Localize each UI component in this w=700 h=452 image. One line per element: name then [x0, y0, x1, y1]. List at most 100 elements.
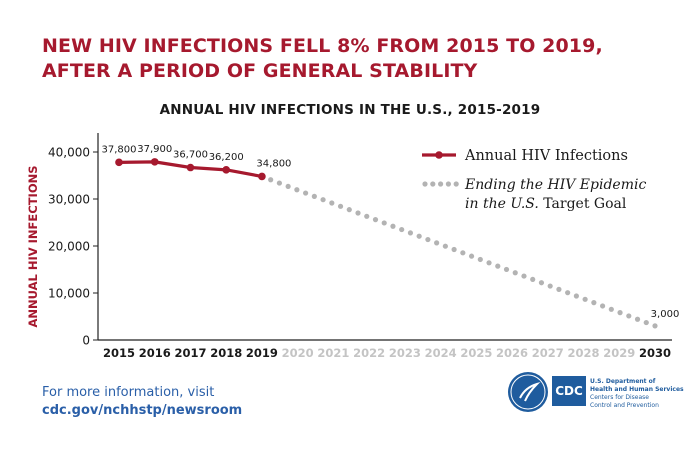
- goal-line-dot: [425, 236, 431, 243]
- headline: NEW HIV INFECTIONS FELL 8% FROM 2015 TO …: [42, 34, 682, 84]
- legend-goal-label-2a: in the U.S.: [465, 196, 539, 212]
- goal-line-dot: [495, 263, 501, 269]
- x-tick-label: 2016: [139, 346, 171, 360]
- y-tick-label: 10,000: [48, 287, 90, 301]
- data-label: 34,800: [256, 158, 291, 169]
- goal-line-dot: [303, 190, 309, 196]
- data-label: 37,900: [137, 144, 172, 155]
- goal-line-dot: [652, 323, 658, 329]
- goal-line-dot: [320, 197, 326, 203]
- x-tick-label: 2027: [532, 346, 564, 360]
- footer-info: For more information, visit cdc.gov/nchh…: [42, 384, 242, 420]
- legend-goal-label-2: in the U.S. Target Goal: [465, 196, 627, 212]
- x-tick-label: 2030: [639, 346, 671, 360]
- headline-line-2: AFTER A PERIOD OF GENERAL STABILITY: [42, 60, 478, 82]
- x-tick-label: 2024: [425, 346, 457, 360]
- center-line-1: Centers for Disease: [590, 394, 649, 401]
- goal-line-dot: [573, 293, 579, 299]
- legend-goal-dot: [438, 181, 444, 187]
- hhs-seal-icon: [508, 372, 548, 412]
- y-tick-label: 20,000: [48, 240, 90, 254]
- goal-line-dot: [355, 210, 361, 216]
- goal-line-dot: [346, 207, 352, 213]
- goal-line-dot: [416, 233, 422, 239]
- data-label-2030: 3,000: [651, 309, 680, 320]
- x-tick-label: 2029: [603, 346, 635, 360]
- x-tick-label: 2015: [103, 346, 135, 360]
- goal-line-dot: [521, 273, 527, 279]
- x-tick-label: 2028: [568, 346, 600, 360]
- goal-line-dot: [617, 310, 623, 316]
- actual-infections-point: [258, 172, 266, 181]
- goal-line-dot: [311, 193, 317, 199]
- legend-goal-dot: [422, 181, 428, 187]
- legend-goal-label-2b: Target Goal: [539, 196, 627, 212]
- data-label: 36,700: [173, 150, 208, 161]
- goal-line-dot: [407, 230, 414, 236]
- y-tick-label: 30,000: [48, 193, 90, 207]
- goal-line-dot: [591, 300, 597, 306]
- x-tick-label: 2019: [246, 346, 278, 360]
- goal-line-dot: [599, 303, 606, 309]
- goal-line-dot: [268, 177, 274, 183]
- goal-line-dot: [512, 270, 518, 276]
- goal-line-dot: [565, 290, 571, 296]
- legend-actual-marker: [435, 151, 443, 159]
- goal-line-dot: [285, 183, 291, 190]
- actual-infections-point: [150, 158, 159, 166]
- legend-goal-dot: [445, 181, 451, 187]
- actual-infections-point: [222, 166, 230, 174]
- x-tick-label: 2025: [460, 346, 492, 360]
- goal-line-dot: [372, 217, 379, 223]
- legend-goal-dot: [430, 181, 436, 187]
- legend-actual-label: Annual HIV Infections: [464, 148, 628, 164]
- goal-line-dot: [276, 180, 283, 186]
- headline-line-1: NEW HIV INFECTIONS FELL 8% FROM 2015 TO …: [42, 35, 603, 57]
- dept-line-1: U.S. Department of: [590, 378, 656, 385]
- goal-line-dot: [434, 240, 440, 246]
- goal-line-dot: [556, 286, 562, 292]
- y-axis-label: ANNUAL HIV INFECTIONS: [26, 165, 40, 327]
- x-tick-label: 2020: [282, 346, 314, 360]
- goal-line-dot: [477, 256, 483, 263]
- footer-line: For more information, visit: [42, 385, 215, 400]
- goal-line-dot: [460, 250, 466, 256]
- x-tick-label: 2017: [174, 346, 206, 360]
- y-tick-label: 40,000: [48, 146, 90, 160]
- y-tick-label: 0: [82, 334, 90, 348]
- goal-line-dot: [634, 316, 641, 322]
- x-tick-label: 2021: [317, 346, 349, 360]
- goal-line-dot: [626, 313, 632, 319]
- x-tick-label: 2022: [353, 346, 385, 360]
- center-line-2: Control and Prevention: [590, 402, 659, 409]
- goal-line-dot: [364, 213, 370, 219]
- goal-line-dot: [486, 260, 492, 266]
- actual-infections-point: [115, 158, 123, 167]
- goal-line-dot: [399, 226, 405, 233]
- cdc-logo: CDC: [552, 376, 586, 406]
- actual-infections-point: [186, 163, 195, 172]
- agency-logos: CDC U.S. Department of Health and Human …: [508, 372, 684, 414]
- goal-line-dot: [381, 220, 387, 226]
- legend-goal-label-1: Ending the HIV Epidemic: [464, 177, 646, 193]
- legend-goal-dot: [453, 181, 459, 187]
- chart-title: ANNUAL HIV INFECTIONS IN THE U.S., 2015-…: [159, 102, 541, 118]
- goal-line-dot: [643, 319, 649, 326]
- goal-line-dot: [337, 203, 344, 209]
- x-tick-label: 2026: [496, 346, 528, 360]
- data-label: 37,800: [102, 144, 137, 155]
- goal-line-dot: [547, 283, 553, 289]
- dept-line-2: Health and Human Services: [590, 386, 684, 393]
- x-tick-label: 2023: [389, 346, 421, 360]
- data-label: 36,200: [209, 152, 244, 163]
- newsroom-link[interactable]: cdc.gov/nchhstp/newsroom: [42, 403, 243, 418]
- goal-line-dot: [451, 246, 457, 253]
- goal-line-dot: [530, 276, 536, 283]
- goal-line-dot: [442, 243, 448, 249]
- goal-line-dot: [294, 187, 300, 193]
- goal-line-dot: [468, 253, 475, 259]
- goal-line-dot: [582, 296, 588, 302]
- goal-line-dot: [329, 200, 335, 206]
- x-tick-label: 2018: [210, 346, 242, 360]
